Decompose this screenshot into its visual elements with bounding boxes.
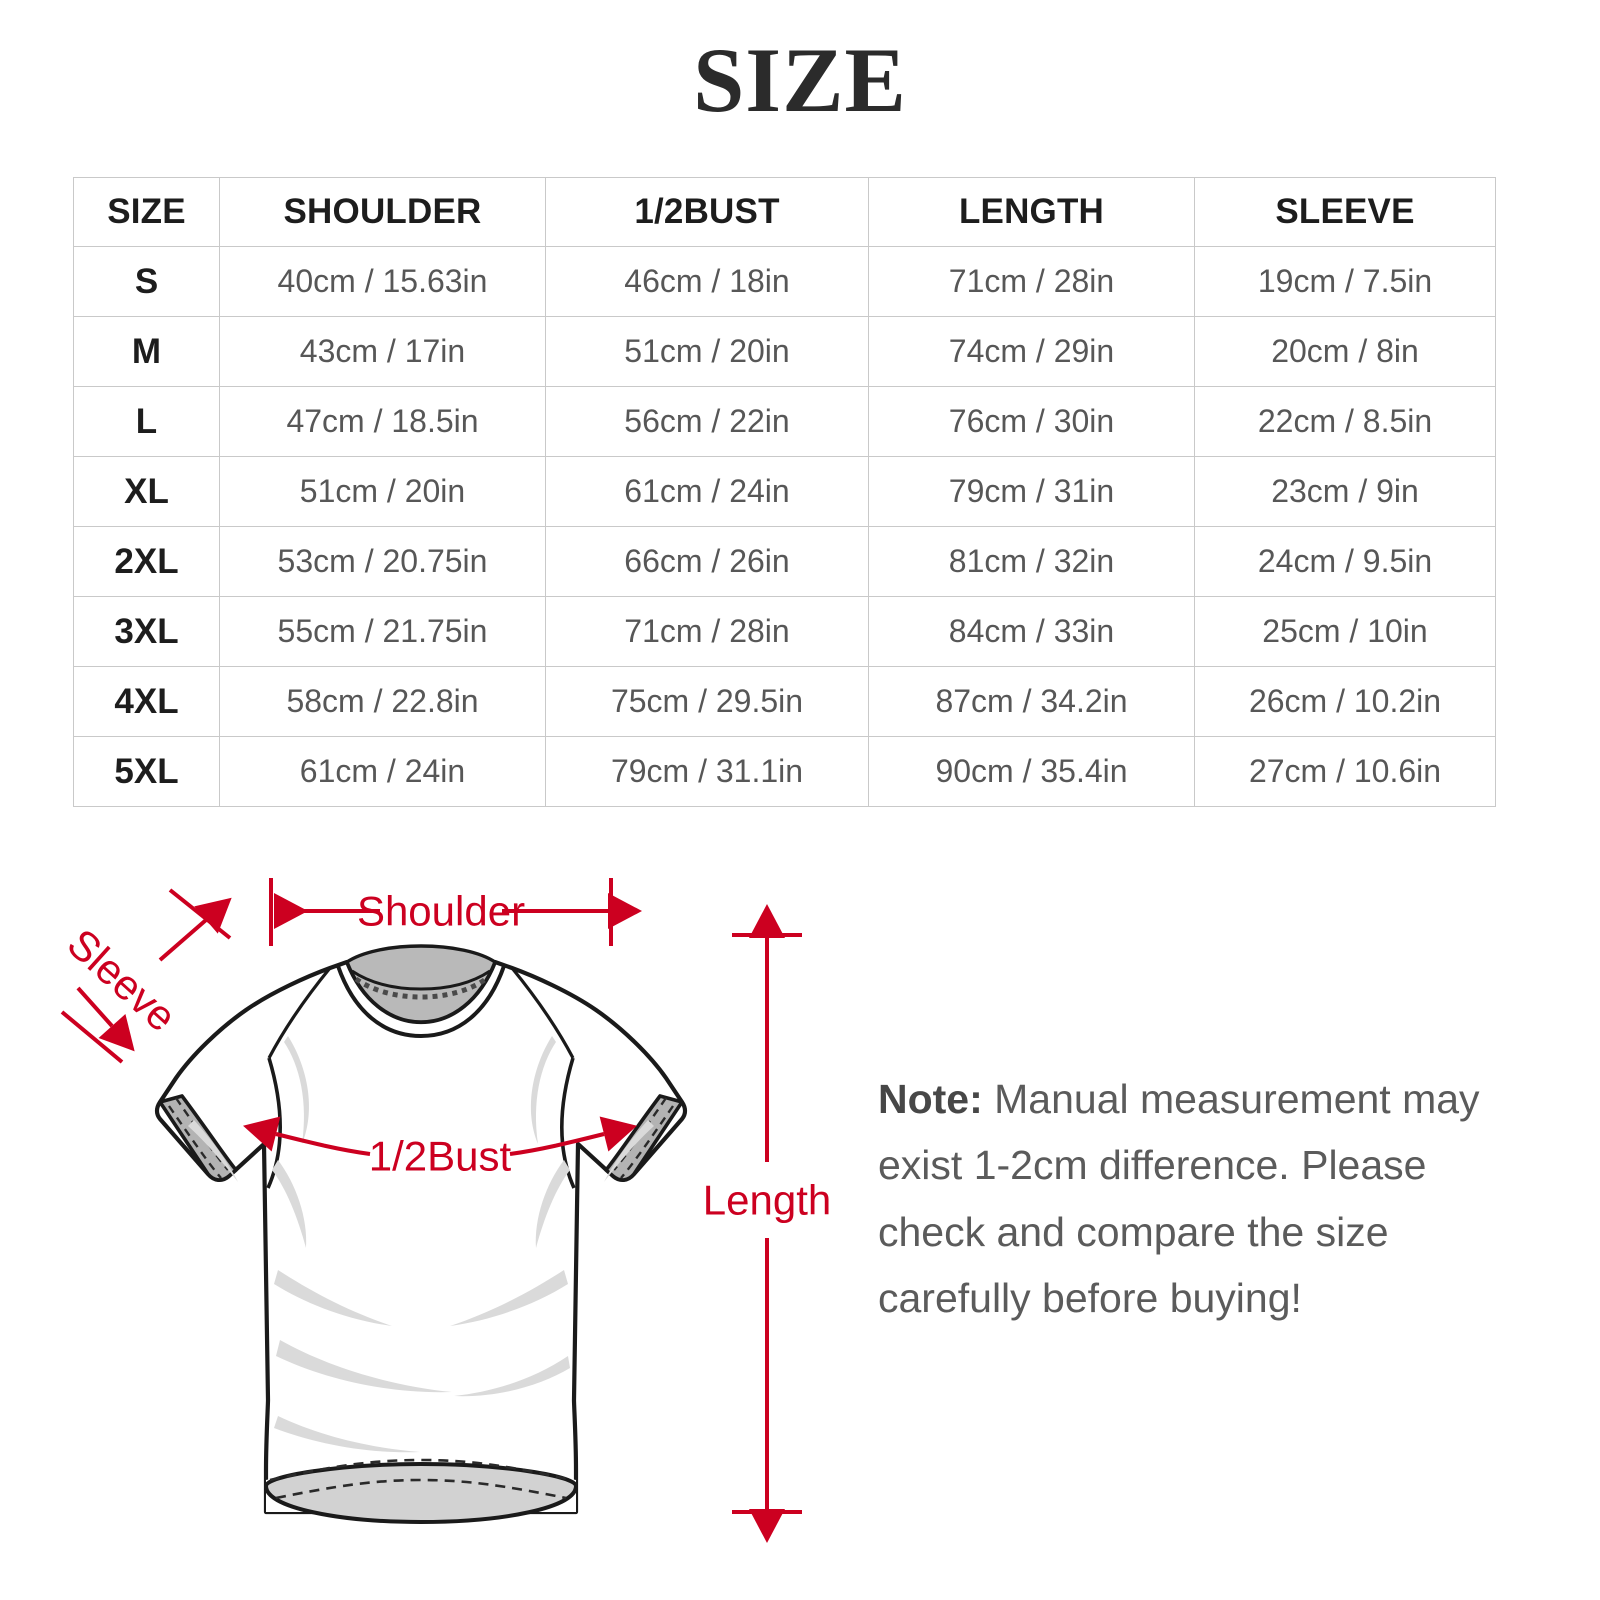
cell-sleeve: 22cm / 8.5in — [1194, 386, 1496, 457]
table-row: L 47cm / 18.5in 56cm / 22in 76cm / 30in … — [73, 386, 1496, 457]
cell-shoulder: 55cm / 21.75in — [219, 596, 546, 667]
bottom-hem-stitch-lower — [275, 1478, 567, 1500]
cell-bust: 79cm / 31.1in — [545, 736, 869, 807]
sleeve-tick-bottom — [60, 1010, 124, 1064]
shoulder-label: Shoulder — [357, 888, 525, 935]
shoulder-seam-left — [267, 966, 332, 1059]
cell-length: 90cm / 35.4in — [868, 736, 1195, 807]
shirt-outline-path — [154, 959, 688, 1515]
note-text: Manual measurement may exist 1-2cm diffe… — [878, 1076, 1480, 1322]
shoulder-seam-right — [510, 966, 575, 1059]
table-row: 2XL 53cm / 20.75in 66cm / 26in 81cm / 32… — [73, 526, 1496, 597]
table-body: S 40cm / 15.63in 46cm / 18in 71cm / 28in… — [73, 246, 1496, 807]
tshirt-measurement-illustration: Shoulder Sleeve 1/2Bust Length — [59, 878, 831, 1543]
cell-bust: 51cm / 20in — [545, 316, 869, 387]
sleeve-arrow-down — [76, 986, 135, 1052]
cell-bust: 56cm / 22in — [545, 386, 869, 457]
cell-length: 74cm / 29in — [868, 316, 1195, 387]
cell-length: 84cm / 33in — [868, 596, 1195, 667]
column-header-size: SIZE — [73, 177, 220, 247]
size-chart-table: SIZE SHOULDER 1/2BUST LENGTH SLEEVE S 40… — [73, 177, 1496, 807]
bottom-hem-stitch-upper — [269, 1458, 573, 1482]
sleeve-dimension-annotation: Sleeve — [59, 888, 232, 1064]
cell-size: 3XL — [73, 596, 220, 667]
cell-bust: 46cm / 18in — [545, 246, 869, 317]
size-chart-table-container: SIZE SHOULDER 1/2BUST LENGTH SLEEVE S 40… — [73, 177, 1496, 807]
cell-size: 5XL — [73, 736, 220, 807]
cell-sleeve: 25cm / 10in — [1194, 596, 1496, 667]
note-label: Note: — [878, 1076, 983, 1122]
cell-sleeve: 26cm / 10.2in — [1194, 666, 1496, 737]
cell-shoulder: 61cm / 24in — [219, 736, 546, 807]
table-row: S 40cm / 15.63in 46cm / 18in 71cm / 28in… — [73, 246, 1496, 317]
table-row: 4XL 58cm / 22.8in 75cm / 29.5in 87cm / 3… — [73, 666, 1496, 737]
cell-size: M — [73, 316, 220, 387]
cell-size: 4XL — [73, 666, 220, 737]
column-header-bust: 1/2BUST — [545, 177, 869, 247]
cell-bust: 66cm / 26in — [545, 526, 869, 597]
cell-shoulder: 53cm / 20.75in — [219, 526, 546, 597]
column-header-length: LENGTH — [868, 177, 1195, 247]
measurement-diagram: Shoulder Sleeve 1/2Bust Length — [0, 840, 1600, 1600]
cell-length: 87cm / 34.2in — [868, 666, 1195, 737]
sleeve-tick-top — [168, 888, 232, 940]
cell-shoulder: 40cm / 15.63in — [219, 246, 546, 317]
sleeve-arrow-up — [158, 897, 232, 962]
tshirt-graphic — [154, 944, 688, 1525]
cell-shoulder: 47cm / 18.5in — [219, 386, 546, 457]
cell-sleeve: 23cm / 9in — [1194, 456, 1496, 527]
measurement-note: Note: Manual measurement may exist 1-2cm… — [878, 1066, 1508, 1332]
fabric-shading — [188, 1036, 654, 1453]
column-header-shoulder: SHOULDER — [219, 177, 546, 247]
cell-size: L — [73, 386, 220, 457]
cell-size: XL — [73, 456, 220, 527]
table-row: M 43cm / 17in 51cm / 20in 74cm / 29in 20… — [73, 316, 1496, 387]
sleeve-cuff-right — [604, 1094, 684, 1182]
bust-arrow-left — [243, 1116, 371, 1156]
length-dimension-annotation: Length — [703, 904, 831, 1543]
table-row: 3XL 55cm / 21.75in 71cm / 28in 84cm / 33… — [73, 596, 1496, 667]
bust-arrow-right — [509, 1116, 637, 1156]
cell-length: 79cm / 31in — [868, 456, 1195, 527]
length-label: Length — [703, 1177, 831, 1224]
table-row: XL 51cm / 20in 61cm / 24in 79cm / 31in 2… — [73, 456, 1496, 527]
cell-size: 2XL — [73, 526, 220, 597]
cell-shoulder: 58cm / 22.8in — [219, 666, 546, 737]
armhole-seam-right — [560, 1057, 576, 1189]
collar-rib-band — [351, 969, 491, 991]
table-row: 5XL 61cm / 24in 79cm / 31.1in 90cm / 35.… — [73, 736, 1496, 807]
cell-shoulder: 51cm / 20in — [219, 456, 546, 527]
page-title: SIZE — [693, 29, 907, 131]
cell-length: 76cm / 30in — [868, 386, 1195, 457]
cell-bust: 71cm / 28in — [545, 596, 869, 667]
bust-label: 1/2Bust — [369, 1133, 512, 1180]
neckline-seam — [336, 965, 506, 1039]
bottom-hem-ellipse — [263, 1461, 579, 1525]
cell-length: 81cm / 32in — [868, 526, 1195, 597]
cell-sleeve: 27cm / 10.6in — [1194, 736, 1496, 807]
cell-bust: 75cm / 29.5in — [545, 666, 869, 737]
bust-dimension-annotation: 1/2Bust — [243, 1116, 637, 1180]
table-header: SIZE SHOULDER 1/2BUST LENGTH SLEEVE — [73, 177, 1496, 247]
cell-sleeve: 20cm / 8in — [1194, 316, 1496, 387]
cell-bust: 61cm / 24in — [545, 456, 869, 527]
column-header-sleeve: SLEEVE — [1194, 177, 1496, 247]
cell-sleeve: 24cm / 9.5in — [1194, 526, 1496, 597]
cell-sleeve: 19cm / 7.5in — [1194, 246, 1496, 317]
table-header-row: SIZE SHOULDER 1/2BUST LENGTH SLEEVE — [73, 177, 1496, 247]
cell-shoulder: 43cm / 17in — [219, 316, 546, 387]
shoulder-dimension-annotation: Shoulder — [269, 878, 642, 946]
sleeve-cuff-left — [158, 1094, 238, 1182]
sleeve-label: Sleeve — [59, 920, 186, 1041]
cell-size: S — [73, 246, 220, 317]
cell-length: 71cm / 28in — [868, 246, 1195, 317]
